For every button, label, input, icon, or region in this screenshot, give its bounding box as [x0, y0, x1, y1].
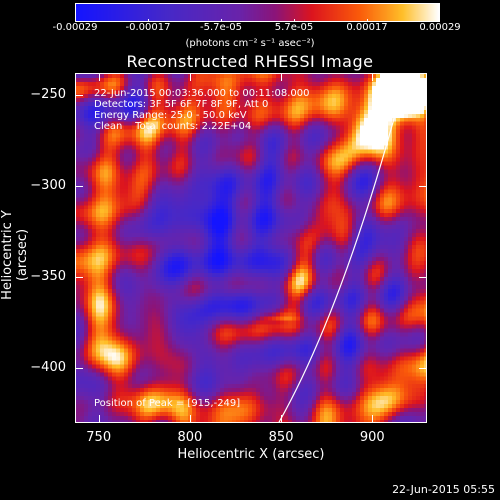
colorbar-tick-mark [75, 19, 76, 22]
solar-image-plot: 22-Jun-2015 00:03:36.000 to 00:11:08.000… [75, 73, 427, 423]
x-tick-label: 900 [359, 430, 385, 445]
colorbar-tick-label: 5.7e-05 [274, 22, 314, 33]
plot-title: Reconstructed RHESSI Image [126, 52, 374, 71]
colorbar-tick-label: 0.00029 [419, 22, 461, 33]
y-tick-label: −300 [30, 178, 66, 194]
colorbar-tick-label: -0.00029 [52, 22, 98, 33]
detectors-label: Detectors: 3F 5F 6F 7F 8F 9F, Att 0 [94, 99, 269, 110]
x-tick-label: 850 [268, 430, 294, 445]
y-tick-mark [419, 368, 427, 370]
y-tick-mark [75, 368, 83, 370]
time-range-label: 22-Jun-2015 00:03:36.000 to 00:11:08.000 [94, 88, 310, 99]
y-tick-mark [419, 94, 427, 96]
solar-limb-line [278, 74, 407, 422]
y-tick-mark [75, 186, 83, 188]
y-tick-mark [419, 277, 427, 279]
x-tick-mark [372, 415, 374, 423]
y-tick-label: −350 [30, 269, 66, 285]
colorbar-tick-mark [148, 19, 149, 22]
solar-heatmap [76, 74, 426, 422]
colorbar [75, 3, 440, 22]
x-tick-mark [98, 415, 100, 423]
colorbar-tick-label: -5.7e-05 [200, 22, 242, 33]
colorbar-tick-mark [221, 19, 222, 22]
x-tick-mark [189, 415, 191, 423]
colorbar-tick-label: 0.00017 [346, 22, 388, 33]
x-tick-mark [189, 73, 191, 81]
y-axis-label: Heliocentric Y (arcsec) [0, 210, 30, 300]
colorbar-tick-mark [294, 19, 295, 22]
peak-position-label: Position of Peak = [915,-249] [94, 398, 241, 409]
energy-range-label: Energy Range: 25.0 - 50.0 keV [94, 110, 247, 121]
colorbar-tick-mark [367, 19, 368, 22]
y-tick-mark [75, 277, 83, 279]
x-axis-label: Heliocentric X (arcsec) [177, 447, 325, 462]
y-tick-label: −400 [30, 360, 66, 376]
y-tick-mark [419, 186, 427, 188]
y-tick-label: −250 [30, 86, 66, 102]
x-tick-mark [98, 73, 100, 81]
x-tick-label: 750 [86, 430, 112, 445]
colorbar-tick-mark [439, 19, 440, 22]
x-tick-mark [281, 73, 283, 81]
x-tick-label: 800 [177, 430, 203, 445]
timestamp: 22-Jun-2015 05:55 [392, 483, 495, 496]
colorbar-unit-label: (photons cm⁻² s⁻¹ asec⁻²) [185, 38, 315, 49]
x-tick-mark [372, 73, 374, 81]
x-tick-mark [281, 415, 283, 423]
colorbar-tick-label: -0.00017 [125, 22, 171, 33]
y-tick-mark [75, 94, 83, 96]
solar-limb [278, 74, 407, 422]
clean-counts-label: Clean Total counts: 2.22E+04 [94, 121, 252, 132]
